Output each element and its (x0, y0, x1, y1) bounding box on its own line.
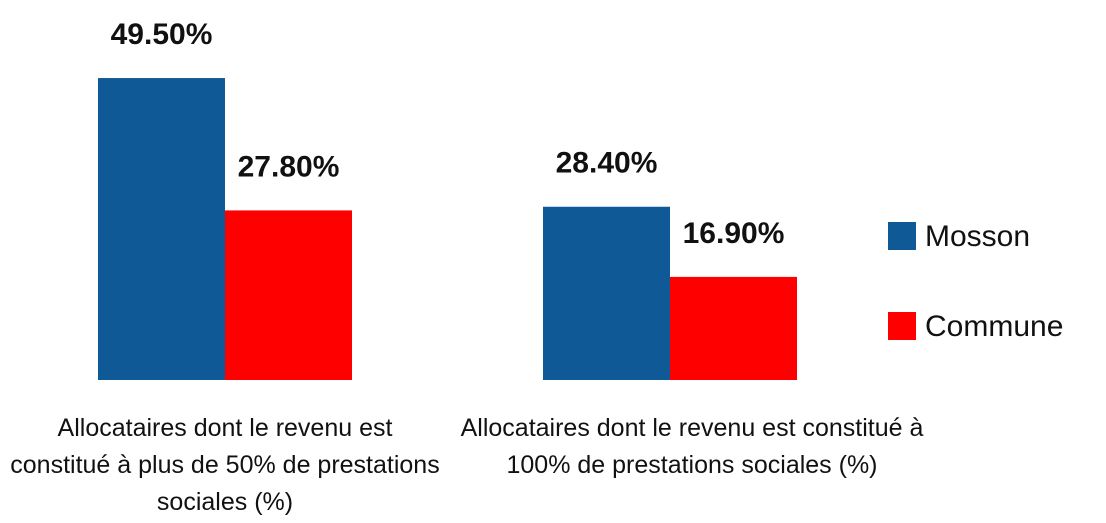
legend-swatch (888, 312, 916, 340)
value-label: 27.80% (238, 150, 340, 183)
value-label: 28.40% (556, 147, 658, 180)
value-label: 49.50% (111, 18, 213, 51)
bar (225, 210, 352, 380)
value-label: 16.90% (683, 217, 785, 250)
legend-label: Mosson (925, 220, 1030, 253)
bar (543, 206, 670, 380)
legend-label: Commune (925, 310, 1063, 343)
bar (670, 276, 797, 380)
category-label: Allocataires dont le revenu est constitu… (10, 414, 440, 516)
category-label: Allocataires dont le revenu est constitu… (460, 414, 924, 479)
bar (98, 78, 225, 381)
legend-swatch (888, 222, 916, 250)
